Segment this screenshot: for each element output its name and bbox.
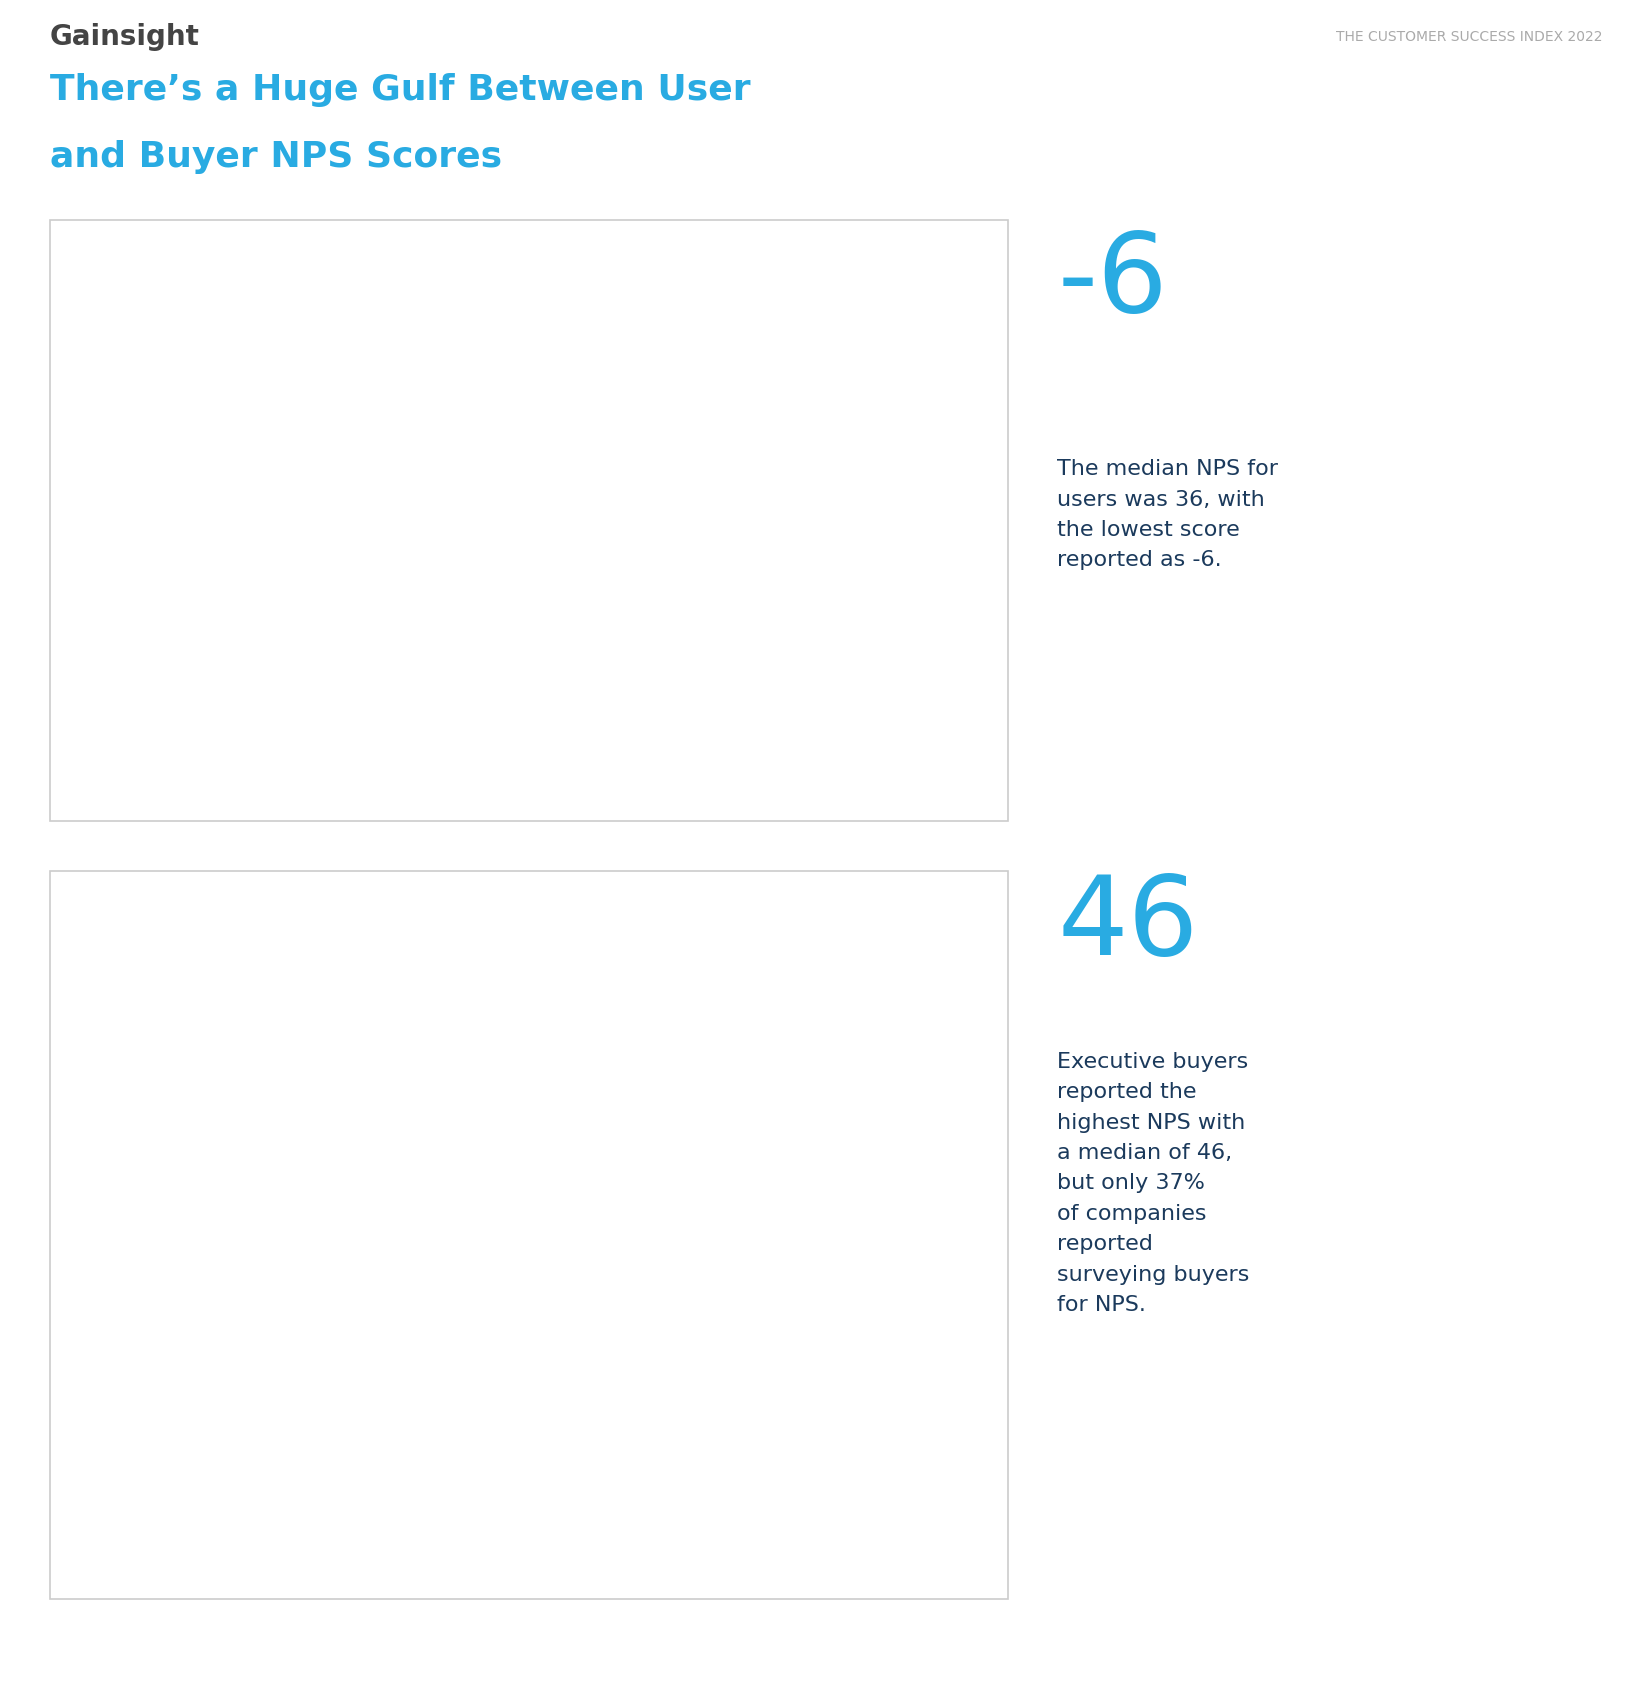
Title: Net Promoter Score - Buyers: Net Promoter Score - Buyers [271,915,586,934]
Text: 65: 65 [727,1149,748,1164]
Text: 25ᵗʰ Percentile: 25ᵗʰ Percentile [762,1376,866,1391]
Text: 23: 23 [727,613,748,628]
Text: 59: 59 [727,469,748,484]
Text: The median NPS for
users was 36, with
the lowest score
reported as -6.: The median NPS for users was 36, with th… [1057,459,1279,570]
Text: THE CUSTOMER SUCCESS INDEX 2022: THE CUSTOMER SUCCESS INDEX 2022 [1336,30,1602,44]
Text: Executive buyers
reported the
highest NPS with
a median of 46,
but only 37%
of c: Executive buyers reported the highest NP… [1057,1052,1249,1315]
Text: 46: 46 [727,1230,748,1245]
Bar [167,569,689,621]
Text: Median: Median [762,1232,816,1245]
Text: Max.: Max. [762,1002,800,1015]
Bar [167,1239,689,1382]
Title: Net Promoter Score - Users: Net Promoter Score - Users [278,250,578,271]
Text: Median: Median [762,562,816,575]
Text: 46: 46 [1057,871,1199,978]
Text: -6: -6 [727,729,743,744]
Bar [167,1157,689,1239]
Text: 90: 90 [727,345,748,360]
Text: Max.: Max. [762,345,800,359]
Text: 75ᵗʰ Percentile: 75ᵗʰ Percentile [762,1151,866,1164]
Bar [167,475,689,569]
Text: Min.: Min. [762,1448,795,1462]
Text: 12: 12 [727,1376,748,1391]
Text: and Buyer NPS Scores: and Buyer NPS Scores [50,140,502,174]
Text: 75ᵗʰ Percentile: 75ᵗʰ Percentile [762,469,866,484]
Text: Min.: Min. [762,729,795,743]
Text: 25ᵗʰ Percentile: 25ᵗʰ Percentile [762,614,866,628]
Text: Gainsight: Gainsight [50,24,200,51]
Text: -6: -6 [1057,228,1168,335]
Text: 36: 36 [727,560,748,575]
Text: 100: 100 [727,1000,758,1015]
Text: -5: -5 [727,1448,743,1464]
Text: There’s a Huge Gulf Between User: There’s a Huge Gulf Between User [50,73,750,107]
